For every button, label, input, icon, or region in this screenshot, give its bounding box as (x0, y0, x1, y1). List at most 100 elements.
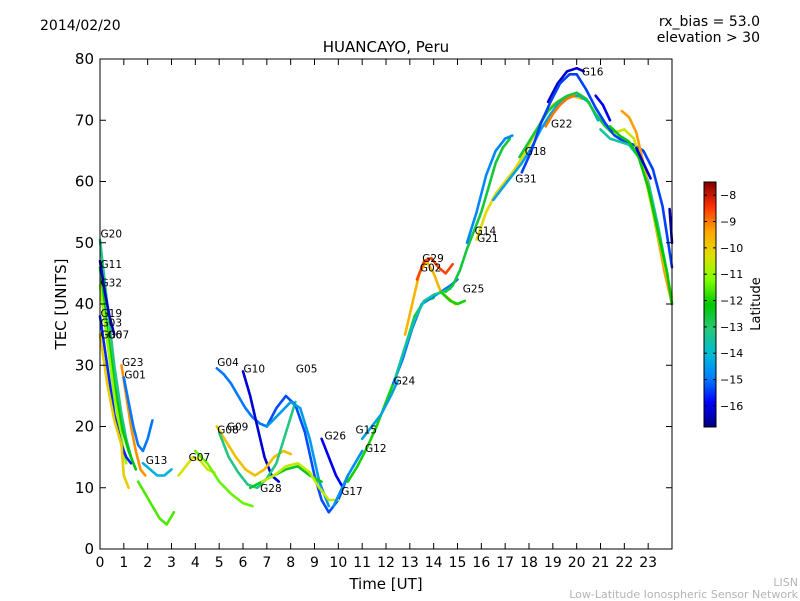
x-tick-label: 22 (615, 555, 633, 571)
x-tick-label: 9 (310, 555, 319, 571)
series-line-g04 (215, 366, 269, 428)
satellite-label: G18 (525, 146, 547, 158)
x-tick-label: 1 (119, 555, 128, 571)
satellite-label: G22 (551, 118, 573, 130)
colorbar-tick-label: −12 (720, 295, 743, 308)
series-line-g29 (415, 256, 455, 281)
colorbar-tick-label: −10 (720, 242, 743, 255)
x-tick-label: 13 (401, 555, 419, 571)
satellite-label: G06 (101, 330, 123, 342)
series-line-g14 (465, 134, 514, 245)
date-label: 2014/02/20 (40, 18, 121, 34)
series-layer (98, 66, 674, 526)
y-tick-label: 0 (84, 540, 94, 558)
satellite-label: G23 (122, 357, 144, 369)
y-axis-label: TEC [UNITS] (52, 259, 70, 351)
series-line-g07 (177, 455, 216, 477)
x-tick-label: 12 (377, 555, 395, 571)
series-line-g11 (98, 265, 138, 471)
x-tick-label: 11 (353, 555, 371, 571)
x-tick-label: 0 (96, 555, 105, 571)
satellite-label: G01 (124, 369, 146, 381)
y-tick-label: 10 (75, 479, 94, 497)
series-line-g03 (98, 259, 116, 336)
x-tick-label: 8 (286, 555, 295, 571)
series-line-g24 (391, 278, 459, 385)
series-line-g06 (98, 333, 130, 490)
satellite-label: G32 (101, 278, 123, 290)
series-line-g16 (546, 66, 586, 104)
x-tick-label: 5 (215, 555, 224, 571)
credit-network: Low-Latitude Ionospheric Sensor Network (569, 588, 798, 601)
x-tick-label: 14 (425, 555, 443, 571)
x-tick-label: 10 (329, 555, 347, 571)
satellite-label: G10 (244, 363, 266, 375)
axes-layer: 0 1 2 3 4 5 6 7 8 9 10 11 12 13 14 15 16 17 18 19 20 21 22 2301… (75, 50, 672, 571)
series-line-g13b (136, 480, 176, 526)
colorbar-tick-label: −14 (720, 347, 743, 360)
satellite-label: G25 (463, 284, 485, 296)
satellite-label: G07 (189, 452, 211, 464)
satellite-label: G16 (582, 66, 604, 78)
y-tick-label: 70 (75, 111, 94, 129)
series-line-g25 (444, 137, 512, 294)
series-line-g09 (217, 400, 297, 490)
x-tick-label: 15 (449, 555, 467, 571)
elevation-label: elevation > 30 (656, 30, 760, 46)
y-tick-label: 50 (75, 234, 94, 252)
series-line-g15 (360, 379, 400, 441)
x-tick-label: 7 (262, 555, 271, 571)
colorbar-tick-label: −13 (720, 321, 743, 334)
series-line-g09b (194, 449, 254, 508)
satellite-label: G14 (475, 226, 497, 238)
x-tick-label: 20 (568, 555, 586, 571)
x-tick-label: 19 (544, 555, 562, 571)
rx-bias-label: rx_bias = 53.0 (658, 14, 760, 30)
x-tick-label: 2 (143, 555, 152, 571)
x-tick-label: 3 (167, 555, 176, 571)
series-line-g10 (241, 370, 281, 483)
colorbar-tick-label: −15 (720, 374, 743, 387)
chart-title: HUANCAYO, Peru (323, 38, 449, 56)
satellite-label: G21 (477, 233, 499, 245)
series-line-g27b (620, 109, 674, 306)
colorbar-ticks-layer: −8 −9 −10 −11 −12 −13 −14 −15 −16 (704, 189, 743, 413)
series-line-g17 (332, 449, 364, 508)
x-tick-label: 4 (191, 555, 200, 571)
series-line-g16b (520, 73, 674, 269)
series-line-g31 (491, 94, 600, 202)
satellite-label: G02 (420, 262, 442, 274)
series-line-g27e (634, 146, 652, 180)
series-line-g22 (544, 94, 576, 128)
x-tick-label: 21 (592, 555, 610, 571)
x-tick-label: 23 (639, 555, 657, 571)
series-line-g24b (394, 287, 452, 379)
series-line-g18 (518, 91, 617, 159)
x-tick-label: 16 (472, 555, 490, 571)
satellite-label: G12 (365, 443, 387, 455)
y-tick-label: 60 (75, 173, 94, 191)
y-tick-label: 30 (75, 356, 94, 374)
series-line-g13 (141, 461, 173, 477)
satellite-label: G08 (217, 425, 239, 437)
satellite-label: G03 (101, 317, 123, 329)
satellite-label: G05 (296, 363, 318, 375)
series-line-g30 (594, 94, 612, 122)
x-axis-label: Time [UT] (348, 575, 422, 593)
colorbar-tick-label: −8 (720, 189, 736, 202)
credit-lisn: LISN (773, 576, 798, 589)
colorbar-tick-label: −16 (720, 400, 743, 413)
satellite-label: G19 (101, 308, 123, 320)
x-tick-label: 18 (520, 555, 538, 571)
satellite-label: G09 (227, 422, 249, 434)
x-tick-label: 17 (496, 555, 514, 571)
satellite-label: G17 (341, 486, 363, 498)
y-tick-label: 40 (75, 295, 94, 313)
y-tick-label: 80 (75, 50, 94, 68)
y-tick-label: 20 (75, 418, 94, 436)
satellite-label: G13 (146, 455, 168, 467)
satellite-label: G31 (515, 173, 537, 185)
satellite-label: G29 (422, 253, 444, 265)
